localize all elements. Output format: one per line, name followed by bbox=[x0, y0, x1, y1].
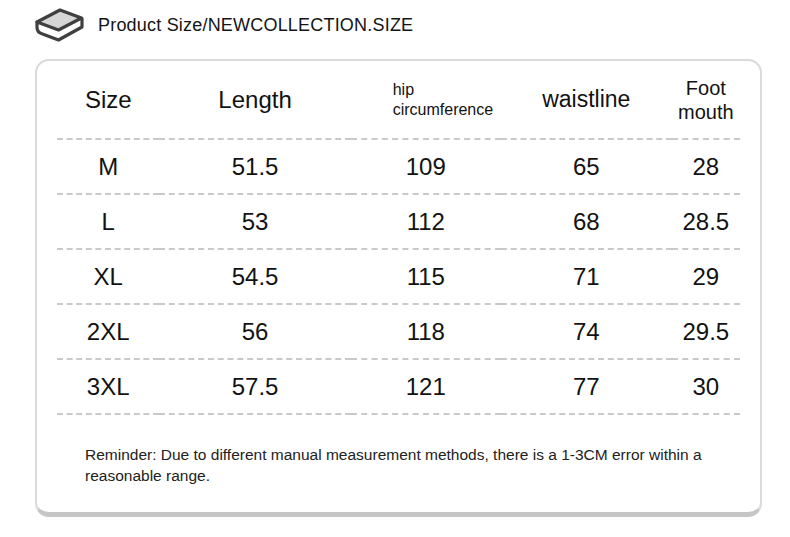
cell-waistline: 74 bbox=[501, 304, 672, 359]
table-row-m: M 51.5 109 65 28 bbox=[57, 139, 740, 194]
cell-size: M bbox=[57, 139, 159, 194]
foot-header-line2: mouth bbox=[672, 100, 740, 124]
cell-length: 56 bbox=[159, 304, 350, 359]
size-table-header-row: Size Length hip circumference waistline … bbox=[57, 61, 740, 139]
size-chart-card: Size Length hip circumference waistline … bbox=[35, 59, 762, 517]
hip-header-line1: hip bbox=[393, 80, 501, 99]
cell-foot-mouth: 30 bbox=[672, 359, 740, 414]
foot-header-line1: Foot bbox=[672, 76, 740, 100]
cell-waistline: 77 bbox=[501, 359, 672, 414]
table-row-xl: XL 54.5 115 71 29 bbox=[57, 249, 740, 304]
cell-length: 51.5 bbox=[159, 139, 350, 194]
cell-waistline: 68 bbox=[501, 194, 672, 249]
cell-foot-mouth: 29 bbox=[672, 249, 740, 304]
column-header-waistline: waistline bbox=[501, 61, 672, 139]
column-header-foot-mouth: Foot mouth bbox=[672, 61, 740, 139]
cell-length: 53 bbox=[159, 194, 350, 249]
cell-foot-mouth: 28 bbox=[672, 139, 740, 194]
table-row-3xl: 3XL 57.5 121 77 30 bbox=[57, 359, 740, 414]
table-row-2xl: 2XL 56 118 74 29.5 bbox=[57, 304, 740, 359]
column-header-hip-circumference: hip circumference bbox=[351, 61, 501, 139]
column-header-size: Size bbox=[57, 61, 159, 139]
cell-hip: 109 bbox=[351, 139, 501, 194]
page-title: Product Size/NEWCOLLECTION.SIZE bbox=[98, 15, 413, 36]
cell-waistline: 71 bbox=[501, 249, 672, 304]
cell-hip: 118 bbox=[351, 304, 501, 359]
cell-hip: 121 bbox=[351, 359, 501, 414]
cell-foot-mouth: 28.5 bbox=[672, 194, 740, 249]
column-header-length: Length bbox=[159, 61, 350, 139]
hip-header-line2: circumference bbox=[393, 100, 501, 119]
cell-size: L bbox=[57, 194, 159, 249]
cell-size: 3XL bbox=[57, 359, 159, 414]
measurement-reminder-text: Reminder: Due to different manual measur… bbox=[85, 445, 720, 487]
cell-size: 2XL bbox=[57, 304, 159, 359]
page-header: Product Size/NEWCOLLECTION.SIZE bbox=[0, 0, 790, 46]
cell-foot-mouth: 29.5 bbox=[672, 304, 740, 359]
cell-hip: 115 bbox=[351, 249, 501, 304]
cell-length: 57.5 bbox=[159, 359, 350, 414]
size-table: Size Length hip circumference waistline … bbox=[57, 61, 740, 415]
cell-hip: 112 bbox=[351, 194, 501, 249]
book-icon bbox=[33, 7, 85, 43]
cell-length: 54.5 bbox=[159, 249, 350, 304]
cell-size: XL bbox=[57, 249, 159, 304]
cell-waistline: 65 bbox=[501, 139, 672, 194]
table-row-l: L 53 112 68 28.5 bbox=[57, 194, 740, 249]
